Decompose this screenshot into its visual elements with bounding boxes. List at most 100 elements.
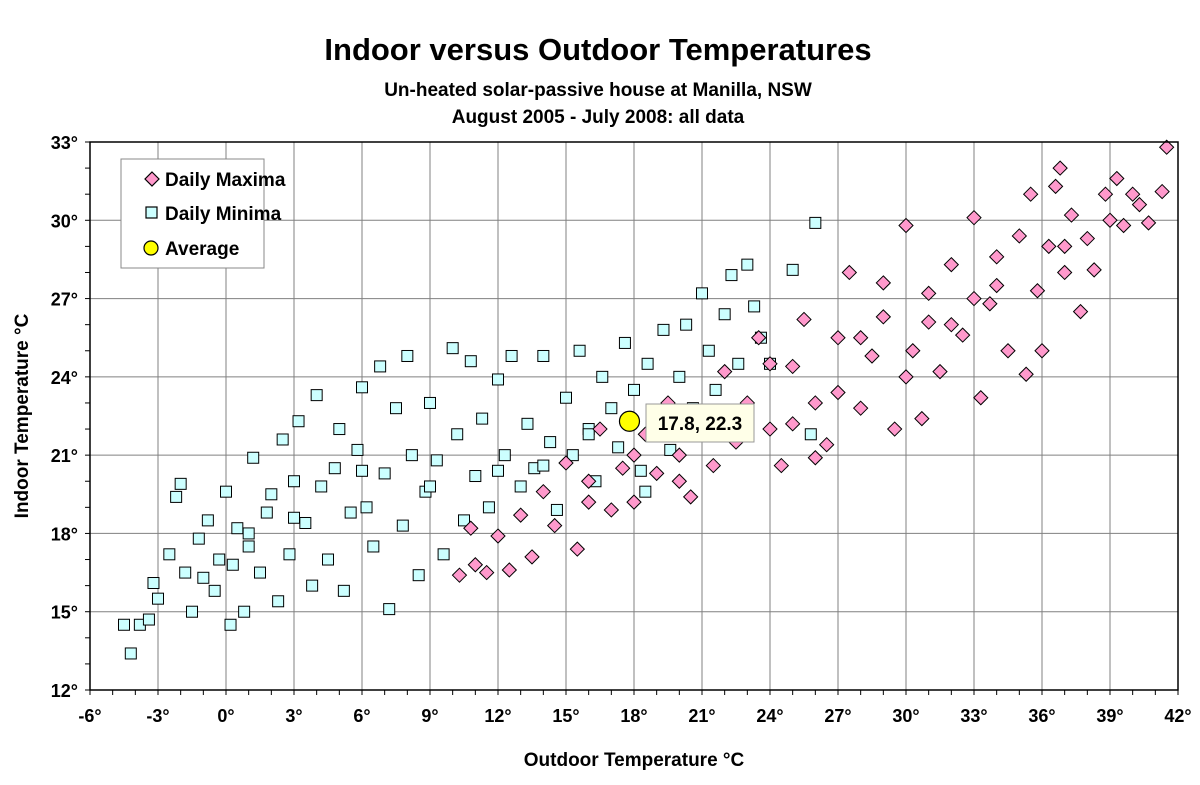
maxima-point bbox=[973, 390, 989, 406]
minima-point bbox=[220, 485, 232, 498]
minima-point bbox=[657, 323, 670, 336]
legend-minima: Daily Minima bbox=[165, 204, 282, 225]
maxima-point bbox=[1041, 238, 1057, 255]
maxima-point bbox=[966, 290, 982, 307]
legend-circle-icon bbox=[143, 240, 159, 256]
minima-point bbox=[596, 370, 609, 383]
minima-point bbox=[310, 389, 323, 402]
minima-point bbox=[725, 269, 738, 282]
maxima-point bbox=[1056, 264, 1073, 281]
minima-point bbox=[179, 566, 192, 579]
minima-point bbox=[696, 287, 708, 300]
minima-point bbox=[680, 318, 693, 331]
maxima-point bbox=[671, 473, 688, 489]
minima-point bbox=[383, 603, 396, 616]
minima-point bbox=[283, 548, 296, 561]
y-axis-label: Indoor Temperature °C bbox=[12, 313, 33, 518]
minima-point bbox=[118, 618, 130, 631]
maxima-point bbox=[451, 567, 468, 583]
minima-point bbox=[197, 571, 210, 584]
maxima-point bbox=[592, 421, 608, 437]
maxima-point bbox=[818, 436, 835, 453]
minima-point bbox=[437, 548, 450, 561]
minima-point bbox=[424, 480, 436, 493]
maxima-point bbox=[932, 363, 948, 380]
x-tick-label: 39° bbox=[1096, 706, 1123, 726]
minima-point bbox=[469, 470, 482, 483]
minima-point bbox=[550, 503, 563, 516]
maxima-point bbox=[1018, 366, 1034, 382]
minima-point bbox=[446, 342, 459, 355]
maxima-point bbox=[966, 209, 982, 226]
maxima-point bbox=[852, 330, 869, 346]
maxima-point bbox=[988, 249, 1005, 265]
minima-point bbox=[356, 381, 368, 394]
x-tick-label: 3° bbox=[285, 706, 302, 726]
maxima-point bbox=[1079, 230, 1096, 247]
maxima-point bbox=[1154, 183, 1170, 200]
maxima-point bbox=[463, 520, 479, 536]
minima-point bbox=[238, 605, 251, 618]
average-annotation: 17.8, 22.3 bbox=[645, 403, 755, 443]
minima-point bbox=[605, 402, 618, 415]
minima-point bbox=[573, 344, 586, 357]
maxima-point bbox=[1022, 186, 1039, 202]
minima-point bbox=[741, 258, 754, 271]
maxima-point bbox=[569, 541, 586, 557]
minima-point bbox=[306, 579, 319, 592]
average-point bbox=[618, 410, 641, 432]
y-tick-label: 15° bbox=[51, 603, 78, 623]
y-tick-label: 24° bbox=[51, 368, 78, 388]
maxima-point bbox=[773, 457, 790, 474]
maxima-point bbox=[762, 421, 778, 437]
maxima-point bbox=[750, 330, 767, 346]
maxima-point bbox=[875, 309, 892, 325]
maxima-point bbox=[1000, 343, 1016, 359]
minima-point bbox=[152, 592, 164, 605]
maxima-point bbox=[1086, 262, 1102, 278]
minima-point bbox=[247, 451, 260, 464]
minima-point bbox=[709, 383, 722, 396]
minima-point bbox=[142, 613, 155, 626]
legend-maxima: Daily Maxima bbox=[165, 170, 286, 191]
minima-point bbox=[299, 516, 312, 529]
minima-point bbox=[732, 357, 745, 370]
maxima-point bbox=[671, 447, 688, 463]
minima-point bbox=[641, 357, 654, 370]
x-tick-label: 36° bbox=[1028, 706, 1055, 726]
minima-point bbox=[213, 553, 226, 566]
minima-point bbox=[786, 263, 799, 276]
minima-point bbox=[634, 464, 647, 477]
maxima-point bbox=[1140, 215, 1157, 231]
maxima-point bbox=[830, 384, 846, 401]
chart-subtitle-2: August 2005 - July 2008: all data bbox=[452, 107, 745, 128]
minima-point bbox=[288, 511, 300, 524]
minima-point bbox=[390, 402, 402, 415]
y-tick-label: 21° bbox=[51, 446, 78, 466]
minima-point bbox=[315, 480, 328, 493]
minima-point bbox=[272, 595, 285, 608]
plot-frame bbox=[89, 141, 1179, 691]
maxima-point bbox=[705, 457, 722, 474]
maxima-point bbox=[1063, 207, 1080, 223]
minima-point bbox=[430, 454, 443, 467]
minima-point bbox=[582, 428, 595, 441]
maxima-point bbox=[1131, 196, 1148, 213]
x-tick-label: 30° bbox=[892, 706, 919, 726]
y-tick-label: 18° bbox=[51, 524, 78, 544]
minima-point bbox=[514, 480, 527, 493]
maxima-point bbox=[784, 416, 801, 432]
maxima-point bbox=[875, 275, 892, 291]
minima-point bbox=[537, 459, 550, 472]
maxima-point bbox=[1034, 343, 1050, 359]
minima-point bbox=[537, 349, 550, 362]
minima-point bbox=[192, 532, 205, 545]
maxima-point bbox=[580, 494, 597, 510]
minima-point bbox=[618, 336, 631, 349]
minima-point bbox=[337, 584, 350, 597]
y-tick-label: 30° bbox=[51, 211, 78, 231]
minima-point bbox=[412, 569, 425, 582]
maxima-point bbox=[988, 277, 1005, 294]
x-tick-label: -3° bbox=[146, 706, 169, 726]
